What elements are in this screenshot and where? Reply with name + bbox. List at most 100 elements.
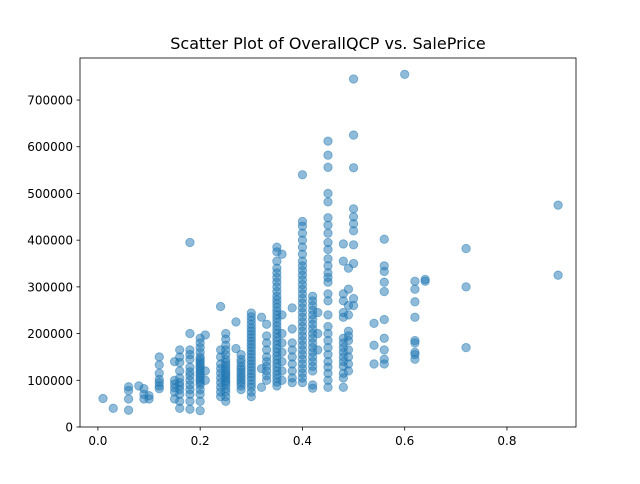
data-point [185, 396, 195, 406]
data-point [323, 310, 333, 320]
data-point [139, 394, 149, 404]
chart-title: Scatter Plot of OverallQCP vs. SalePrice [170, 34, 486, 53]
data-point [323, 244, 333, 255]
data-point [154, 360, 164, 370]
data-point [154, 384, 164, 394]
data-point [410, 276, 420, 286]
y-tick-label: 0 [65, 421, 73, 435]
y-tick-label: 500000 [27, 187, 73, 201]
y-tick-label: 300000 [27, 280, 73, 294]
data-point [420, 276, 430, 286]
data-point [348, 163, 359, 173]
data-point [400, 69, 410, 80]
data-point [277, 249, 287, 259]
data-point [323, 277, 333, 287]
data-point [313, 307, 323, 318]
data-point [553, 200, 563, 210]
data-point [123, 394, 134, 404]
y-tick-label: 200000 [27, 327, 73, 341]
data-point [277, 366, 287, 376]
data-point [348, 130, 359, 140]
axes-layer: 0.0 0.2 0.4 0.6 0.8 0 100000 200000 300000 400000… [27, 57, 577, 448]
data-point [123, 405, 134, 415]
data-point [461, 342, 471, 353]
y-tick-label: 700000 [27, 94, 73, 108]
x-tick-label: 0.6 [395, 434, 414, 448]
data-point [98, 393, 108, 404]
data-point [348, 240, 359, 250]
data-point [379, 359, 389, 369]
data-point [256, 382, 267, 392]
data-point [553, 270, 563, 280]
data-point [256, 312, 267, 322]
data-point [323, 188, 333, 199]
data-point [379, 277, 389, 287]
data-point [175, 357, 185, 368]
data-point [338, 256, 348, 266]
data-point [185, 328, 195, 339]
data-point [461, 243, 471, 254]
axes-frame [79, 57, 577, 428]
data-point [277, 356, 287, 367]
data-point [313, 345, 323, 355]
data-point [195, 405, 205, 416]
data-point [277, 347, 287, 357]
data-point [221, 396, 231, 406]
data-point [236, 384, 246, 395]
data-point [379, 314, 389, 325]
data-point [287, 377, 297, 388]
data-point [277, 310, 287, 320]
data-point [323, 162, 333, 172]
data-point [154, 352, 164, 362]
data-point [277, 328, 287, 339]
data-point [379, 345, 389, 355]
points-layer [98, 69, 563, 416]
data-point [379, 266, 389, 277]
data-point [323, 220, 333, 230]
data-point [348, 226, 359, 236]
data-point [308, 366, 318, 376]
data-point [410, 354, 420, 364]
data-point [338, 239, 348, 249]
data-point [308, 383, 318, 393]
data-point [261, 375, 272, 385]
data-point [123, 385, 134, 396]
data-point [343, 284, 354, 294]
data-point [379, 333, 389, 343]
data-point [215, 301, 226, 312]
data-point [343, 366, 354, 376]
data-point [338, 382, 348, 392]
data-point [185, 237, 195, 248]
data-point [379, 286, 389, 297]
data-point [379, 234, 389, 244]
data-point [185, 354, 195, 364]
data-point [348, 204, 359, 214]
data-point [277, 375, 287, 385]
data-point [231, 343, 241, 354]
data-point [410, 297, 420, 307]
data-point [277, 338, 287, 348]
data-point [200, 366, 210, 376]
data-point [195, 396, 205, 406]
data-point [348, 74, 359, 84]
x-tick-label: 0.0 [88, 434, 107, 448]
data-point [348, 258, 359, 269]
data-point [323, 136, 333, 146]
data-point [297, 170, 308, 180]
data-point [297, 377, 308, 388]
data-point [108, 403, 118, 413]
x-tick-label: 0.2 [191, 434, 210, 448]
data-point [200, 375, 210, 385]
data-point [410, 284, 420, 294]
data-point [323, 228, 333, 238]
data-point [338, 373, 348, 383]
x-tick-label: 0.4 [293, 434, 312, 448]
data-point [185, 404, 195, 414]
y-tick-label: 400000 [27, 234, 73, 248]
data-point [343, 310, 354, 320]
data-point [369, 340, 379, 350]
data-point [323, 296, 333, 306]
